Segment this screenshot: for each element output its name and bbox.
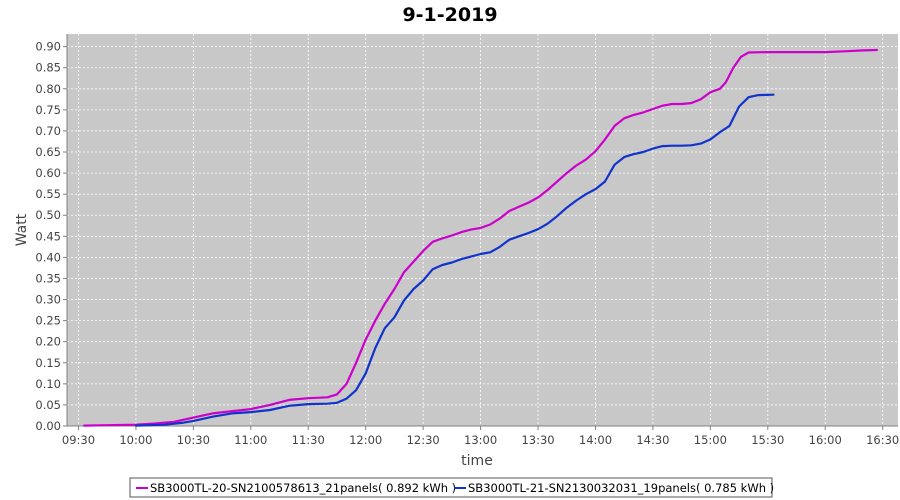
x-tick-label: 14:00 [579,433,612,447]
y-tick-label: 0.40 [35,250,61,264]
x-tick-label: 15:30 [751,433,784,447]
x-tick-label: 14:30 [636,433,669,447]
y-tick-label: 0.60 [35,166,61,180]
y-tick-label: 0.15 [35,356,61,370]
series-group [83,48,879,427]
y-axis-label: Watt [14,213,30,246]
x-tick-label: 10:00 [119,433,152,447]
y-tick-label: 0.85 [35,61,61,75]
y-tick-label: 0.75 [35,103,61,117]
y-tick-label: 0.00 [35,419,61,433]
x-tick-label: 10:30 [177,433,210,447]
x-tick-label: 13:30 [521,433,554,447]
y-tick-label: 0.90 [35,40,61,54]
x-tick-label: 16:30 [866,433,899,447]
y-axis: 0.00 0.05 0.10 0.15 0.20 0.25 0.30 0.35 0.40 0.45… [35,34,68,433]
x-axis-label: time [461,453,493,469]
x-tick-label: 09:30 [62,433,95,447]
x-tick-label: 11:30 [292,433,325,447]
y-tick-label: 0.35 [35,271,61,285]
x-tick-label: 11:00 [234,433,267,447]
y-tick-label: 0.45 [35,229,61,243]
x-tick-label: 12:30 [407,433,440,447]
x-tick-label: 13:00 [464,433,497,447]
y-tick-label: 0.50 [35,208,61,222]
series-line-1 [134,93,775,427]
legend: SB3000TL-20-SN2100578613_21panels( 0.892… [129,477,774,498]
chart-title: 9-1-2019 [402,4,497,26]
y-tick-label: 0.80 [35,82,61,96]
x-tick-label: 15:00 [694,433,727,447]
y-tick-label: 0.55 [35,187,61,201]
series-line-0 [83,48,879,427]
y-tick-label: 0.20 [35,335,61,349]
plot-area [67,34,898,426]
y-tick-label: 0.30 [35,293,61,307]
y-tick-label: 0.25 [35,314,61,328]
x-tick-label: 16:00 [809,433,842,447]
y-tick-label: 0.65 [35,145,61,159]
legend-box [129,477,773,498]
x-axis: 09:30 10:00 10:30 11:00 11:30 12:00 12:30 13:00… [62,425,899,447]
grid-lines [67,34,898,426]
y-tick-label: 0.05 [35,398,61,412]
legend-label-1: SB3000TL-21-SN2130032031_19panels( 0.785… [468,481,774,495]
legend-label-0: SB3000TL-20-SN2100578613_21panels( 0.892… [150,481,456,495]
x-tick-label: 12:00 [349,433,382,447]
y-tick-label: 0.70 [35,124,61,138]
y-tick-label: 0.10 [35,377,61,391]
